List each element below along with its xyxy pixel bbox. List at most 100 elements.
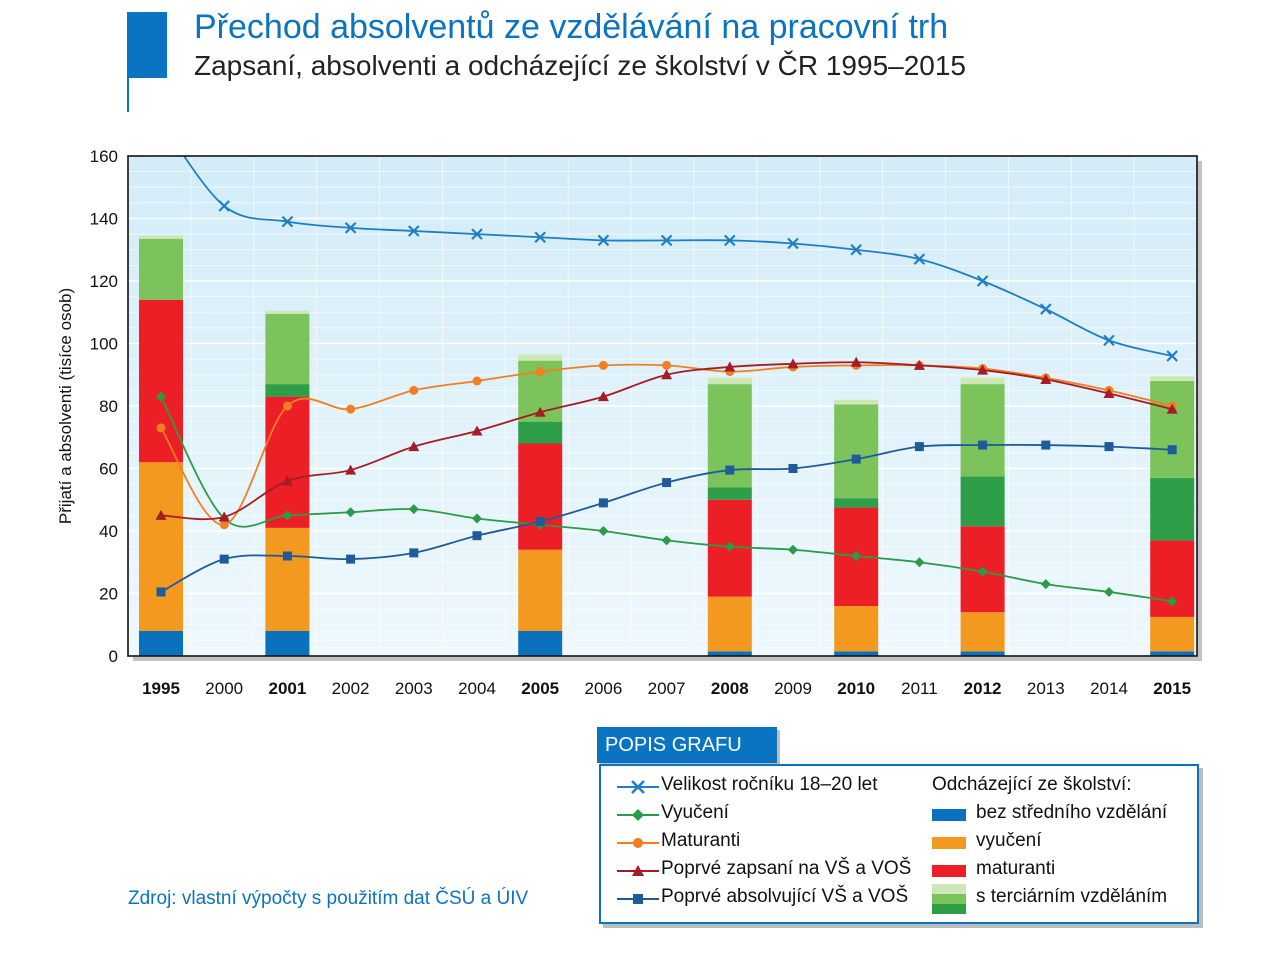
x-tick-label: 2013 bbox=[1027, 679, 1065, 698]
point-marker bbox=[1103, 388, 1115, 398]
point-marker bbox=[787, 358, 799, 369]
point-marker bbox=[1103, 334, 1115, 347]
point-marker bbox=[724, 361, 736, 372]
point-marker bbox=[345, 507, 356, 518]
point-marker bbox=[597, 391, 609, 402]
legend-bar-label-1: vyučení bbox=[976, 830, 1042, 851]
page-title: Přechod absolventů ze vzdělávání na prac… bbox=[194, 8, 949, 46]
point-marker bbox=[787, 237, 799, 250]
y-tick-label: 40 bbox=[99, 522, 118, 541]
x-tick-label: 2009 bbox=[774, 679, 812, 698]
bar-segment bbox=[1150, 477, 1195, 541]
point-marker bbox=[1104, 442, 1114, 452]
bar-segment bbox=[1150, 651, 1195, 656]
bar-segment bbox=[960, 384, 1005, 477]
legend: Velikost ročníku 18–20 let Vyučení Matur… bbox=[599, 764, 1199, 924]
point-marker bbox=[598, 498, 608, 508]
point-marker bbox=[471, 425, 483, 436]
legend-line-marker-3 bbox=[617, 865, 659, 876]
point-marker bbox=[1040, 303, 1052, 315]
x-tick-label: 1995 bbox=[142, 679, 180, 698]
bar-segment bbox=[265, 313, 310, 385]
point-marker bbox=[1167, 445, 1177, 455]
point-marker bbox=[156, 587, 166, 597]
legend-swatch-3 bbox=[932, 884, 966, 914]
point-marker bbox=[597, 234, 610, 247]
bar-segment bbox=[518, 549, 563, 631]
bar-segment bbox=[265, 396, 310, 528]
legend-line-label-1: Vyučení bbox=[661, 802, 729, 823]
x-tick-label: 2008 bbox=[711, 679, 749, 698]
header-accent-bar bbox=[127, 12, 167, 78]
page-subtitle: Zapsaní, absolventi a odcházející ze ško… bbox=[194, 50, 966, 81]
legend-tab: POPIS GRAFU bbox=[597, 727, 777, 763]
point-marker bbox=[155, 509, 167, 520]
chart: 0 20 40 60 80 100 120 140 160 Přijatí a absolvent… bbox=[56, 147, 1202, 698]
bar-segment bbox=[518, 443, 563, 550]
x-tick-label: 2000 bbox=[205, 679, 243, 698]
point-marker bbox=[409, 385, 419, 395]
y-axis-label: Přijatí a absolventi (tisíce osob) bbox=[56, 288, 75, 524]
legend-bar-label-0: bez středního vzdělání bbox=[976, 802, 1168, 823]
point-marker bbox=[1104, 586, 1114, 597]
legend-swatch-2 bbox=[932, 865, 966, 877]
bar-segment bbox=[518, 421, 563, 444]
point-marker bbox=[346, 404, 356, 414]
x-tick-label: 2010 bbox=[837, 679, 875, 698]
bar-segment bbox=[960, 612, 1005, 652]
bar-segment bbox=[707, 651, 752, 656]
bar-segment bbox=[834, 606, 879, 652]
bar-segment bbox=[139, 238, 183, 300]
bar-segment bbox=[834, 498, 879, 508]
point-marker bbox=[472, 513, 482, 524]
legend-line-marker-2 bbox=[617, 838, 659, 848]
source-note: Zdroj: vlastní výpočty s použitím dat ČS… bbox=[128, 888, 529, 909]
x-tick-label: 2014 bbox=[1090, 679, 1128, 698]
y-tick-label: 80 bbox=[99, 397, 118, 416]
legend-line-marker-4 bbox=[617, 894, 659, 904]
bar-segment bbox=[265, 631, 310, 656]
legend-tab-label: POPIS GRAFU bbox=[605, 734, 742, 756]
bar-segment bbox=[139, 631, 183, 656]
bar-segment bbox=[707, 487, 752, 500]
point-marker bbox=[409, 548, 419, 558]
legend-bar-label-3: s terciárním vzděláním bbox=[976, 886, 1168, 907]
point-marker bbox=[661, 369, 673, 380]
point-marker bbox=[156, 391, 166, 402]
x-tick-label: 2015 bbox=[1153, 679, 1191, 698]
x-tick-label: 2004 bbox=[458, 679, 496, 698]
legend-line-marker-0 bbox=[617, 780, 659, 794]
bar-segment bbox=[139, 299, 183, 463]
y-tick-label: 0 bbox=[109, 647, 118, 666]
point-marker bbox=[281, 215, 294, 228]
point-marker bbox=[472, 531, 482, 541]
point-marker bbox=[281, 475, 293, 486]
legend-bar-label-2: maturanti bbox=[976, 858, 1056, 879]
bar-segment bbox=[834, 651, 879, 656]
point-marker bbox=[282, 551, 292, 561]
legend-line-marker-1 bbox=[617, 809, 659, 821]
header-accent-line bbox=[127, 78, 129, 112]
bar-segment bbox=[139, 235, 183, 239]
bar-segment bbox=[960, 377, 1005, 385]
point-marker bbox=[977, 364, 989, 375]
bar-segment bbox=[834, 399, 879, 405]
point-marker bbox=[976, 275, 989, 287]
point-marker bbox=[344, 222, 357, 234]
point-marker bbox=[1166, 350, 1178, 362]
bar-segment bbox=[265, 384, 310, 397]
y-tick-label: 120 bbox=[90, 272, 118, 291]
point-marker bbox=[788, 464, 798, 473]
bar-segment bbox=[834, 404, 879, 499]
bar-segment bbox=[960, 476, 1005, 527]
point-marker bbox=[1167, 596, 1178, 607]
x-tick-label: 2001 bbox=[268, 679, 306, 698]
bar-segment bbox=[707, 377, 752, 385]
bar-segment bbox=[139, 462, 183, 631]
y-tick-label: 140 bbox=[90, 210, 118, 229]
bar-segment bbox=[518, 631, 563, 656]
point-marker bbox=[408, 504, 419, 515]
legend-line-label-3: Poprvé zapsaní na VŠ a VOŠ bbox=[661, 858, 912, 879]
point-marker bbox=[914, 557, 925, 568]
point-marker bbox=[282, 401, 292, 411]
